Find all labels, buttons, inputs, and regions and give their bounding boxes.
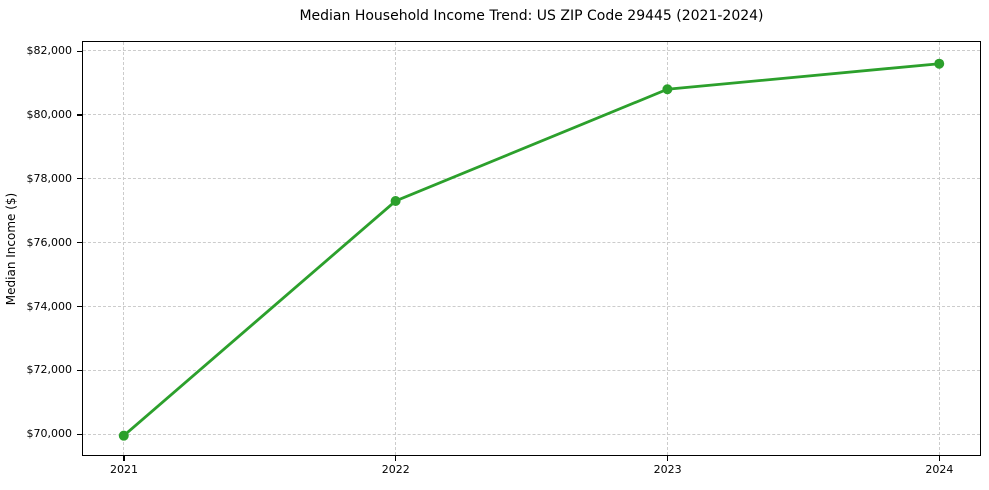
- income-line-series: [118, 58, 945, 441]
- y-tick-mark: [77, 50, 82, 52]
- y-tick-label: $70,000: [26, 427, 73, 441]
- y-gridline: [83, 242, 980, 243]
- x-tick-mark: [667, 456, 669, 461]
- x-tick-mark: [938, 456, 940, 461]
- x-gridline: [938, 42, 940, 455]
- y-gridline: [83, 433, 980, 435]
- y-tick-mark: [77, 305, 82, 308]
- y-tick-mark: [77, 369, 82, 372]
- y-gridline: [83, 305, 980, 307]
- chart-title: Median Household Income Trend: US ZIP Co…: [299, 8, 764, 24]
- trend-line: [122, 62, 941, 438]
- y-tick-label: $74,000: [26, 299, 73, 313]
- y-gridline: [83, 178, 980, 180]
- x-tick-label: 2022: [381, 463, 410, 476]
- x-tick-mark: [395, 456, 397, 461]
- x-gridline: [666, 42, 668, 455]
- x-tick-label: 2023: [653, 463, 682, 476]
- data-point-marker-2024: [934, 58, 945, 69]
- y-tick-label: $72,000: [26, 363, 73, 377]
- x-tick-label: 2021: [109, 463, 138, 476]
- y-gridline: [83, 369, 980, 371]
- plot-area: [82, 41, 981, 456]
- data-point-marker-2022: [390, 196, 401, 207]
- data-point-marker-2023: [662, 84, 673, 95]
- x-gridline: [395, 42, 397, 455]
- y-tick-mark: [77, 178, 82, 180]
- y-tick-mark: [77, 114, 82, 116]
- y-gridline: [83, 114, 980, 116]
- y-tick-mark: [77, 242, 82, 244]
- x-gridline: [123, 42, 125, 455]
- x-tick-mark: [123, 456, 125, 461]
- y-tick-mark: [77, 433, 82, 435]
- x-tick-label: 2024: [925, 463, 954, 476]
- y-tick-label: $80,000: [26, 107, 73, 121]
- y-gridline: [83, 50, 980, 52]
- y-tick-label: $76,000: [26, 235, 73, 249]
- y-tick-label: $78,000: [26, 171, 73, 185]
- y-tick-label: $82,000: [26, 44, 73, 58]
- data-point-marker-2021: [118, 430, 129, 441]
